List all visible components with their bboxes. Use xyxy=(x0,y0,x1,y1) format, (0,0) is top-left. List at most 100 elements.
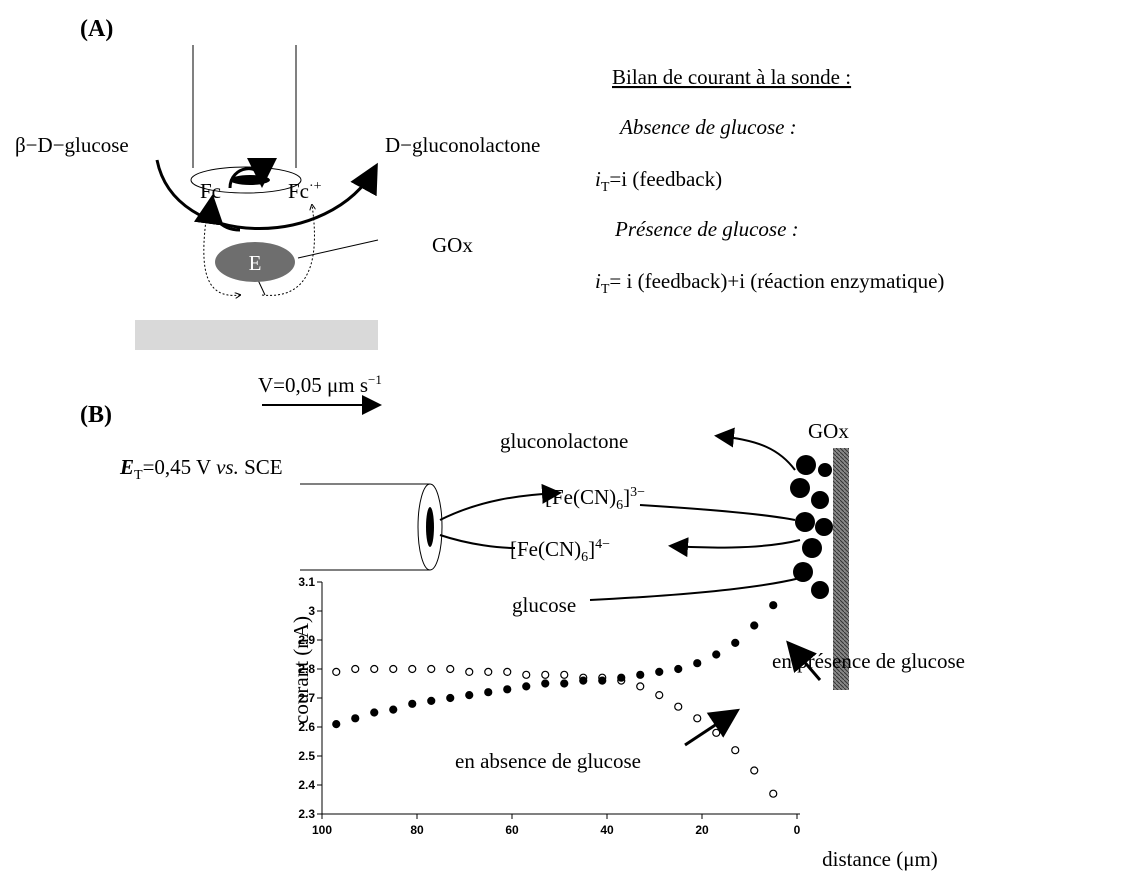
substrate: glucose xyxy=(512,593,576,617)
y-tick-label: 2.6 xyxy=(298,720,315,734)
ferrocyanide: [Fe(CN)6]4− xyxy=(510,537,610,565)
x-tick-label: 100 xyxy=(312,823,332,837)
y-tick-label: 3.1 xyxy=(298,575,315,589)
data-point xyxy=(769,601,778,610)
sym: i xyxy=(595,269,601,293)
data-point xyxy=(636,682,645,691)
potential: ET=0,45 V vs. SCE xyxy=(119,455,283,483)
text: SCE xyxy=(239,455,283,479)
sub: T xyxy=(134,468,143,483)
balance-title: Bilan de courant à la sonde : xyxy=(612,65,851,89)
x-tick-label: 60 xyxy=(505,823,519,837)
sub: 6 xyxy=(616,498,623,513)
data-point xyxy=(769,789,778,798)
data-point xyxy=(579,676,588,685)
text: =i (feedback) xyxy=(609,167,722,191)
data-point xyxy=(693,714,702,723)
data-point xyxy=(655,690,664,700)
sym: E xyxy=(119,455,134,479)
speed: V=0,05 μm s−1 xyxy=(258,372,382,397)
data-point xyxy=(522,670,531,679)
data-point xyxy=(693,659,702,668)
y-tick-label: 2.4 xyxy=(298,778,315,792)
data-point xyxy=(465,690,474,700)
x-tick-label: 80 xyxy=(410,823,424,837)
substrate: β−D−glucose xyxy=(15,133,129,157)
ferricyanide: [Fe(CN)6]3− xyxy=(545,485,645,513)
case: Absence de glucose : xyxy=(618,115,797,139)
enzyme-name: GOx xyxy=(808,419,849,443)
text: V=0,05 μm s xyxy=(258,373,368,397)
data-point xyxy=(617,673,626,682)
text: =0,45 V xyxy=(143,455,217,479)
data-point xyxy=(731,638,740,648)
x-tick-label: 0 xyxy=(794,823,801,837)
data-point xyxy=(598,676,607,685)
data-point xyxy=(465,667,474,677)
data-point xyxy=(332,667,341,677)
y-tick-label: 2.3 xyxy=(298,807,315,821)
electrode xyxy=(135,45,379,350)
equation: iT=i (feedback) xyxy=(595,167,722,195)
enzyme: E xyxy=(249,251,262,275)
y-axis-label: courant (nA) xyxy=(289,616,313,724)
setup xyxy=(300,427,849,747)
data-point xyxy=(332,719,341,729)
data-point xyxy=(750,766,759,775)
text: ] xyxy=(588,537,595,561)
x-tick-label: 40 xyxy=(600,823,614,837)
y-tick-label: 2.8 xyxy=(298,662,315,676)
sub: 6 xyxy=(581,550,588,565)
data-point xyxy=(408,664,417,674)
sup: 3− xyxy=(630,485,645,500)
data-point xyxy=(712,650,721,659)
annotation: en absence de glucose xyxy=(455,749,641,773)
data-point xyxy=(389,705,398,714)
data-point xyxy=(503,667,512,677)
mediator: Fc·+ xyxy=(288,179,322,203)
sym: i xyxy=(595,167,601,191)
case: Présence de glucose : xyxy=(614,217,799,241)
data-point xyxy=(655,667,664,677)
data-point xyxy=(674,702,683,711)
data-point xyxy=(541,670,550,679)
data-point xyxy=(560,670,569,679)
product: gluconolactone xyxy=(500,429,628,453)
sub: T xyxy=(601,180,610,195)
text: ] xyxy=(623,485,630,509)
equation: iT= i (feedback)+i (réaction enzymatique… xyxy=(595,269,944,297)
data-point xyxy=(636,670,645,679)
sup: ·+ xyxy=(309,179,322,194)
data-point xyxy=(541,679,550,688)
annotation: en présence de glucose xyxy=(772,649,965,673)
data-point xyxy=(503,685,512,694)
sup: −1 xyxy=(368,372,382,387)
data-point xyxy=(712,728,721,737)
data-point xyxy=(427,664,436,674)
data-point xyxy=(560,679,569,688)
y-tick-label: 2.9 xyxy=(298,633,315,647)
product: D−gluconolactone xyxy=(385,133,540,157)
data-point xyxy=(370,664,379,674)
y-tick-label: 2.7 xyxy=(298,691,315,705)
data-point xyxy=(674,664,683,674)
data-point xyxy=(389,664,398,674)
text: = i (feedback)+i (réaction enzymatique) xyxy=(609,269,944,293)
data-point xyxy=(408,699,417,708)
panel-label: (A) xyxy=(80,16,113,42)
data-point xyxy=(446,693,455,703)
x-tick-label: 20 xyxy=(695,823,709,837)
text: vs. xyxy=(216,455,239,479)
mediator: Fc xyxy=(200,179,221,203)
data-point xyxy=(750,621,759,630)
data-point xyxy=(427,696,436,706)
sub: T xyxy=(601,282,610,297)
data-point xyxy=(522,682,531,691)
data-point xyxy=(351,714,360,723)
data-point xyxy=(446,664,455,674)
text: Fc xyxy=(288,179,309,203)
data-point xyxy=(731,746,740,755)
text: [Fe(CN) xyxy=(545,485,616,509)
data-point xyxy=(484,688,493,697)
text: [Fe(CN) xyxy=(510,537,581,561)
